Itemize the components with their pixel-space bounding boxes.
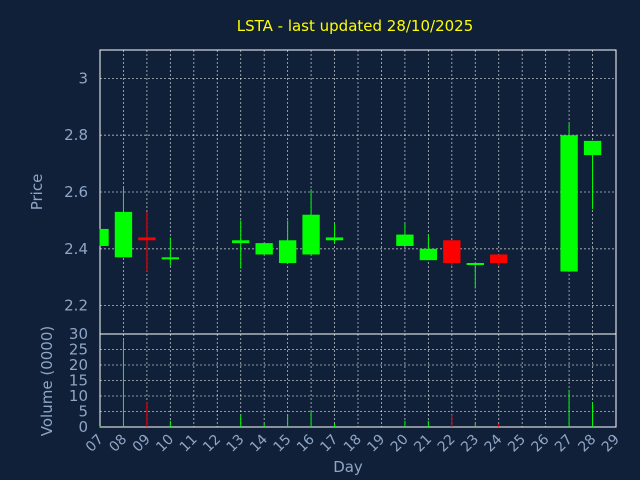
x-tick-label: 16	[294, 431, 318, 455]
price-tick-label: 2.6	[64, 183, 88, 201]
price-tick-label: 3	[78, 69, 88, 87]
x-tick-label: 25	[505, 432, 529, 456]
x-tick-label: 11	[177, 432, 201, 456]
candle-body	[443, 240, 461, 263]
volume-grid	[100, 334, 616, 427]
x-tick-label: 20	[388, 432, 412, 456]
x-ticks: 07 08 09 10 11 12 13 14 15 16 17 18 19 20 21 22 23 24 25 26…	[83, 431, 623, 455]
x-tick-label: 21	[411, 432, 435, 456]
candles	[99, 123, 602, 289]
volume-tick-label: 25	[69, 341, 88, 359]
price-y-ticks: 2.2 2.4 2.6 2.8 3	[64, 69, 88, 314]
candle-body	[114, 211, 133, 258]
candle-body	[138, 237, 156, 241]
volume-tick-label: 30	[69, 325, 88, 343]
candle-body	[255, 243, 273, 255]
volume-axis-label: Volume (0000)	[38, 326, 56, 436]
candle-body	[396, 234, 414, 246]
candle-body	[325, 237, 344, 241]
x-tick-label: 19	[364, 432, 388, 456]
candle-body	[232, 240, 250, 244]
candle-body	[583, 140, 602, 156]
candle-body	[302, 214, 320, 255]
price-tick-label: 2.4	[64, 240, 88, 258]
volume-tick-label: 5	[78, 403, 88, 421]
x-tick-label: 13	[224, 432, 248, 456]
x-tick-label: 23	[458, 432, 482, 456]
x-tick-label: 15	[271, 432, 295, 456]
x-tick-label: 17	[317, 432, 341, 456]
chart-title: LSTA - last updated 28/10/2025	[237, 17, 474, 35]
x-tick-label: 09	[130, 432, 154, 456]
price-tick-label: 2.2	[64, 297, 88, 315]
volume-tick-label: 20	[69, 356, 88, 374]
candle-body	[161, 257, 180, 260]
x-tick-label: 14	[247, 431, 271, 455]
x-tick-label: 27	[552, 432, 576, 456]
candle-body	[560, 135, 578, 272]
x-tick-label: 26	[529, 431, 553, 455]
price-tick-label: 2.8	[64, 126, 88, 144]
volume-tick-label: 0	[78, 418, 88, 436]
candle-body	[466, 263, 484, 265]
x-tick-label: 22	[435, 432, 459, 456]
candle-body	[100, 228, 109, 246]
x-tick-label: 08	[106, 432, 130, 456]
x-tick-label: 12	[200, 432, 224, 456]
x-tick-label: 28	[575, 432, 599, 456]
candle-body	[278, 240, 297, 263]
candle-body	[490, 254, 508, 263]
price-grid	[100, 50, 616, 334]
candle-body	[419, 248, 438, 261]
x-tick-label: 18	[341, 432, 365, 456]
x-tick-label: 29	[599, 432, 623, 456]
x-tick-label: 10	[153, 432, 177, 456]
x-tick-label: 24	[482, 431, 506, 455]
price-axis-label: Price	[28, 174, 46, 211]
x-axis-label: Day	[333, 458, 363, 476]
volume-bars	[99, 340, 594, 427]
volume-tick-label: 15	[69, 372, 88, 390]
volume-tick-label: 10	[69, 387, 88, 405]
